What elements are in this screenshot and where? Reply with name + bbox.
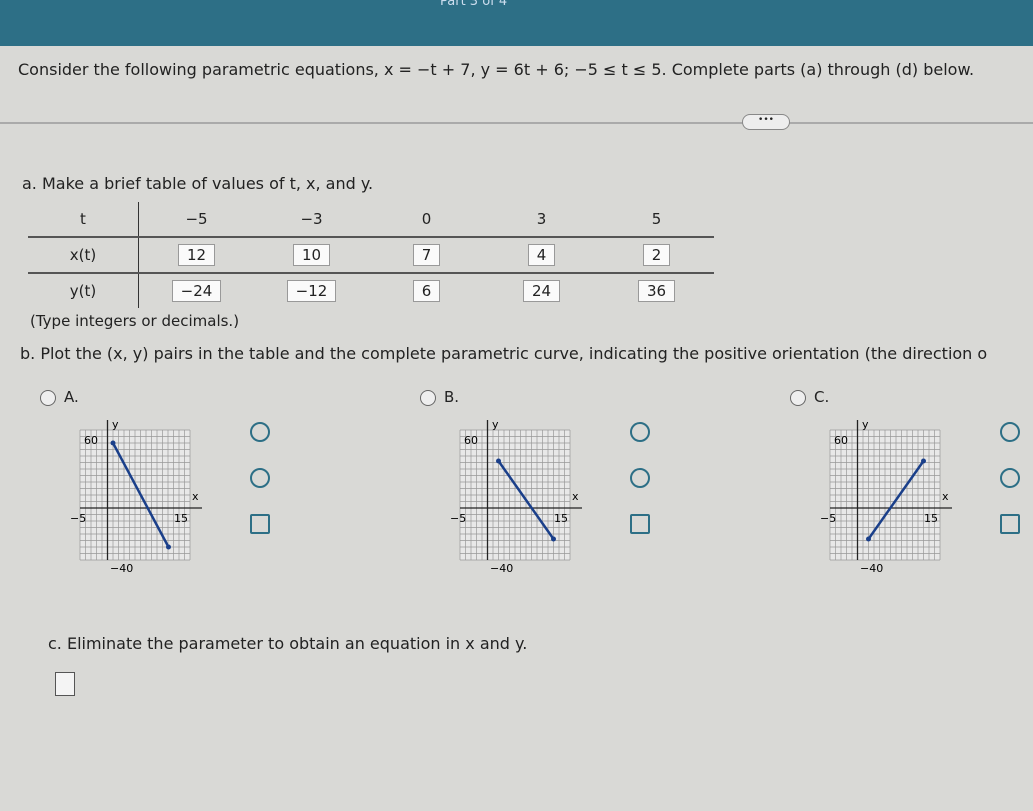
divider — [0, 122, 1033, 124]
curve — [497, 460, 555, 540]
table-cell: 24 — [484, 273, 599, 308]
tick-label: 60 — [84, 434, 98, 447]
radio-button[interactable] — [790, 390, 806, 406]
table-cell: −5 — [138, 202, 254, 238]
point — [866, 536, 871, 542]
table-cell: −12 — [254, 273, 369, 308]
question: Consider the following parametric equati… — [18, 60, 975, 79]
answer-box: 24 — [522, 280, 561, 302]
option-label: A. — [64, 388, 79, 406]
open-graph[interactable] — [250, 514, 270, 534]
table-cell: 2 — [599, 237, 714, 274]
tick-label: 15 — [554, 512, 568, 525]
answer-box: −12 — [286, 280, 337, 302]
open-graph[interactable] — [1000, 514, 1020, 534]
option-graph: y x 60 −5 15 −40 — [820, 420, 952, 575]
axis-name: x — [192, 490, 199, 503]
axis-name: y — [862, 420, 869, 431]
table-cell: 6 — [369, 273, 484, 308]
option-graph: y x 60 −5 15 −40 — [70, 420, 202, 575]
answer-input[interactable] — [55, 672, 75, 696]
zoom-out[interactable] — [250, 468, 270, 488]
table-cell: 3 — [484, 202, 599, 238]
table-cell: 36 — [599, 273, 714, 308]
table-cell: 5 — [599, 202, 714, 238]
zoom-out[interactable] — [630, 468, 650, 488]
tick-label: 15 — [174, 512, 188, 525]
table-row: t −5 −3 0 3 5 — [28, 202, 714, 238]
tick-label: −40 — [860, 562, 883, 575]
tick-label: −40 — [490, 562, 513, 575]
answer-box: 6 — [412, 280, 441, 302]
option-graph: y x 60 −5 15 −40 — [450, 420, 582, 575]
option-label: C. — [814, 388, 830, 406]
table-cell: 7 — [369, 237, 484, 274]
table-row: y(t) −24 −12 6 24 36 — [28, 273, 714, 308]
table-cell: 10 — [254, 237, 369, 274]
radio-button[interactable] — [40, 390, 56, 406]
zoom-out[interactable] — [1000, 468, 1020, 488]
values-table: t −5 −3 0 3 5 x(t) 12 10 7 4 2 y(t) −24 −12 6 24 36 — [28, 202, 714, 308]
table-cell: 12 — [138, 237, 254, 274]
curve — [867, 460, 925, 540]
option-label: B. — [444, 388, 460, 406]
table-cell: −3 — [254, 202, 369, 238]
point — [496, 458, 501, 464]
part-a-prompt: a. Make a brief table of values of t, x,… — [22, 174, 374, 193]
zoom-in[interactable] — [630, 422, 650, 442]
tick-label: −5 — [70, 512, 86, 525]
answer-box: 12 — [177, 244, 216, 266]
table-row: x(t) 12 10 7 4 2 — [28, 237, 714, 274]
point — [110, 440, 116, 446]
axis-name: y — [112, 420, 119, 431]
answer-box: 7 — [412, 244, 441, 266]
point — [166, 544, 171, 550]
zoom-in[interactable] — [250, 422, 270, 442]
part-b-prompt: b. Plot the (x, y) pairs in the table an… — [20, 344, 988, 363]
curve — [111, 442, 170, 548]
table-cell: −24 — [139, 273, 255, 308]
zoom-in[interactable] — [1000, 422, 1020, 442]
answer-box: 36 — [637, 280, 676, 302]
axis-name: x — [572, 490, 579, 503]
table-cell: 4 — [484, 237, 599, 274]
tick-label: 15 — [924, 512, 938, 525]
point — [551, 536, 556, 542]
point — [921, 458, 926, 464]
answer-box: 4 — [527, 244, 556, 266]
axis-name: x — [942, 490, 949, 503]
axis-name: y — [492, 420, 499, 431]
more-button[interactable]: ••• — [742, 114, 790, 130]
row-header: t — [28, 202, 139, 238]
answer-box: −24 — [171, 280, 222, 302]
tick-label: −5 — [450, 512, 466, 525]
table-cell: 0 — [369, 202, 484, 238]
part-indicator: Part 3 of 4 — [440, 0, 508, 9]
tick-label: −5 — [820, 512, 836, 525]
tick-label: 60 — [464, 434, 478, 447]
tick-label: 60 — [834, 434, 848, 447]
open-graph[interactable] — [630, 514, 650, 534]
hint: (Type integers or decimals.) — [30, 312, 240, 330]
tick-label: −40 — [110, 562, 133, 575]
row-header: y(t) — [28, 273, 139, 308]
radio-button[interactable] — [420, 390, 436, 406]
top-bar: Part 3 of 4 — [0, 0, 1033, 46]
answer-box: 10 — [292, 244, 331, 266]
answer-box: 2 — [642, 244, 671, 266]
part-c-prompt: c. Eliminate the parameter to obtain an … — [48, 634, 528, 653]
row-header: x(t) — [28, 237, 139, 274]
